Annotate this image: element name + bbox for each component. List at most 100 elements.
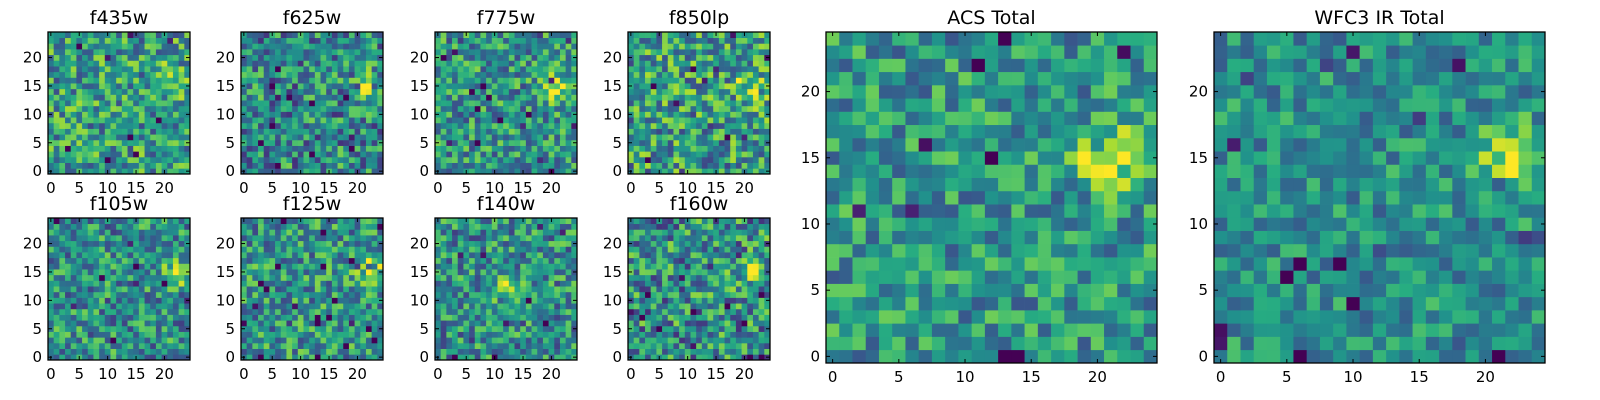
heatmap-cell <box>696 297 703 304</box>
heatmap-cell <box>531 60 538 67</box>
heatmap-cell <box>331 348 338 355</box>
heatmap-cell <box>155 168 162 175</box>
heatmap-cell <box>690 105 697 112</box>
heatmap-cell <box>474 162 481 169</box>
heatmap-cell <box>463 66 470 73</box>
heatmap-cell <box>435 145 442 152</box>
heatmap-cell <box>343 269 350 276</box>
heatmap-cell <box>326 269 333 276</box>
heatmap-cell <box>172 145 179 152</box>
heatmap-cell <box>684 94 691 101</box>
heatmap-cell <box>82 60 89 67</box>
heatmap-cell <box>133 43 140 50</box>
heatmap-cell <box>542 168 549 175</box>
heatmap-cell <box>548 342 555 349</box>
heatmap-cell <box>133 325 140 332</box>
heatmap-cell <box>730 156 737 163</box>
heatmap-cell <box>752 128 759 135</box>
heatmap-cell <box>269 246 276 253</box>
heatmap-cell <box>172 269 179 276</box>
heatmap-cell <box>172 66 179 73</box>
heatmap-cell <box>520 274 527 281</box>
heatmap-cell <box>701 297 708 304</box>
heatmap-cell <box>167 37 174 44</box>
heatmap-cell <box>559 286 566 293</box>
heatmap-cell <box>565 263 572 270</box>
heatmap-cell <box>252 291 259 298</box>
heatmap-cell <box>520 100 527 107</box>
heatmap-cell <box>514 77 521 84</box>
heatmap-cell <box>297 49 304 56</box>
heatmap-cell <box>371 49 378 56</box>
heatmap-cell <box>133 286 140 293</box>
heatmap-cell <box>99 314 106 321</box>
heatmap-cell <box>633 280 640 287</box>
heatmap-cell <box>275 37 282 44</box>
heatmap-cell <box>764 303 771 310</box>
heatmap-cell <box>303 218 310 225</box>
heatmap-cell <box>348 88 355 95</box>
heatmap-cell <box>548 151 555 158</box>
heatmap-cell <box>161 280 168 287</box>
heatmap-cell <box>326 314 333 321</box>
heatmap-cell <box>252 348 259 355</box>
heatmap-cell <box>747 111 754 118</box>
heatmap-cell <box>491 71 498 78</box>
heatmap-cell <box>667 162 674 169</box>
heatmap-cell <box>707 308 714 315</box>
heatmap-cell <box>292 257 299 264</box>
heatmap-cell <box>172 88 179 95</box>
y-tick-label: 10 <box>23 105 42 123</box>
heatmap-cell <box>474 235 481 242</box>
heatmap-cell <box>70 134 77 141</box>
heatmap-cell <box>354 60 361 67</box>
heatmap-cell <box>87 257 94 264</box>
heatmap-cell <box>343 77 350 84</box>
heatmap-cell <box>525 88 532 95</box>
heatmap-cell <box>138 348 145 355</box>
heatmap-cell <box>314 229 321 236</box>
heatmap-cell <box>457 252 464 259</box>
heatmap-cell <box>275 308 282 315</box>
heatmap-cell <box>331 218 338 225</box>
heatmap-cell <box>116 111 123 118</box>
heatmap-cell <box>172 229 179 236</box>
heatmap-cell <box>76 100 83 107</box>
heatmap-cell <box>178 71 185 78</box>
heatmap-cell <box>133 105 140 112</box>
heatmap-cell <box>537 60 544 67</box>
heatmap-cell <box>435 49 442 56</box>
heatmap-cell <box>446 308 453 315</box>
heatmap-cell <box>371 37 378 44</box>
heatmap-cell <box>331 37 338 44</box>
heatmap-cell <box>525 43 532 50</box>
heatmap-cell <box>275 229 282 236</box>
heatmap-cell <box>730 134 737 141</box>
heatmap-cell <box>331 252 338 259</box>
heatmap-cell <box>326 303 333 310</box>
y-tick-label: 0 <box>32 348 42 366</box>
heatmap-cell <box>172 308 179 315</box>
heatmap-cell <box>452 117 459 124</box>
heatmap-cell <box>633 145 640 152</box>
heatmap-cell <box>446 218 453 225</box>
heatmap-cell <box>258 331 265 338</box>
heatmap-cell <box>662 303 669 310</box>
heatmap-cell <box>331 88 338 95</box>
heatmap-cell <box>314 252 321 259</box>
heatmap-cell <box>764 43 771 50</box>
heatmap-cell <box>241 117 248 124</box>
heatmap-cell <box>531 320 538 327</box>
heatmap-cell <box>297 223 304 230</box>
heatmap-cell <box>645 122 652 129</box>
heatmap-cell <box>59 128 66 135</box>
heatmap-cell <box>269 162 276 169</box>
heatmap-cell <box>531 37 538 44</box>
heatmap-cell <box>331 128 338 135</box>
heatmap-cell <box>127 320 134 327</box>
heatmap-cell <box>537 252 544 259</box>
heatmap-cell <box>138 37 145 44</box>
heatmap-cell <box>371 94 378 101</box>
heatmap-cell <box>503 342 510 349</box>
heatmap-cell <box>724 88 731 95</box>
